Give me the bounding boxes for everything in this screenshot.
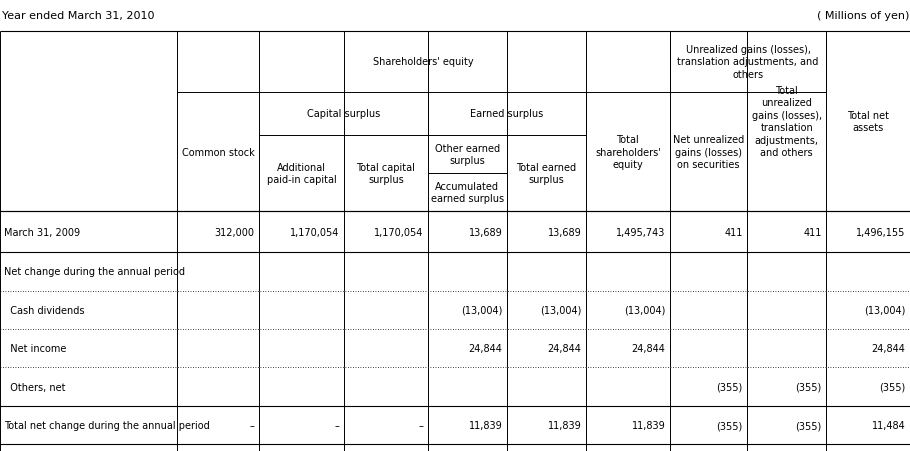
Text: 411: 411 [724, 227, 743, 237]
Text: Earned surplus: Earned surplus [470, 109, 543, 119]
Text: Additional
paid-in capital: Additional paid-in capital [267, 162, 337, 185]
Text: (355): (355) [795, 382, 822, 392]
Text: Other earned
surplus: Other earned surplus [435, 143, 500, 166]
Text: 1,495,743: 1,495,743 [616, 227, 665, 237]
Text: –: – [335, 420, 339, 430]
Text: Others, net: Others, net [4, 382, 66, 392]
Text: 24,844: 24,844 [469, 343, 502, 354]
Text: Cash dividends: Cash dividends [4, 305, 84, 315]
Text: (355): (355) [716, 382, 743, 392]
Text: 1,170,054: 1,170,054 [374, 227, 423, 237]
Text: –: – [419, 420, 423, 430]
Text: 24,844: 24,844 [632, 343, 665, 354]
Text: 13,689: 13,689 [548, 227, 581, 237]
Text: Net change during the annual period: Net change during the annual period [4, 267, 185, 277]
Text: Capital surplus: Capital surplus [307, 109, 380, 119]
Text: Shareholders' equity: Shareholders' equity [373, 57, 474, 67]
Text: Unrealized gains (losses),
translation adjustments, and
others: Unrealized gains (losses), translation a… [677, 45, 819, 79]
Text: 11,839: 11,839 [469, 420, 502, 430]
Text: (355): (355) [795, 420, 822, 430]
Text: 24,844: 24,844 [548, 343, 581, 354]
Text: Net income: Net income [4, 343, 66, 354]
Text: 13,689: 13,689 [469, 227, 502, 237]
Text: (13,004): (13,004) [864, 305, 905, 315]
Text: (355): (355) [879, 382, 905, 392]
Text: 312,000: 312,000 [215, 227, 255, 237]
Text: Total
unrealized
gains (losses),
translation
adjustments,
and others: Total unrealized gains (losses), transla… [752, 86, 822, 158]
Text: 24,844: 24,844 [872, 343, 905, 354]
Text: (13,004): (13,004) [461, 305, 502, 315]
Text: Total net change during the annual period: Total net change during the annual perio… [4, 420, 209, 430]
Text: 1,496,155: 1,496,155 [856, 227, 905, 237]
Text: (13,004): (13,004) [541, 305, 581, 315]
Text: –: – [250, 420, 255, 430]
Text: 411: 411 [804, 227, 822, 237]
Text: Net unrealized
gains (losses)
on securities: Net unrealized gains (losses) on securit… [672, 135, 744, 170]
Text: 1,170,054: 1,170,054 [290, 227, 339, 237]
Text: (13,004): (13,004) [624, 305, 665, 315]
Text: 11,839: 11,839 [632, 420, 665, 430]
Text: Year ended March 31, 2010: Year ended March 31, 2010 [2, 11, 155, 21]
Text: (355): (355) [716, 420, 743, 430]
Text: 11,484: 11,484 [872, 420, 905, 430]
Text: Total net
assets: Total net assets [847, 110, 889, 133]
Text: Total earned
surplus: Total earned surplus [516, 162, 577, 185]
Text: Common stock: Common stock [182, 147, 255, 157]
Text: Total capital
surplus: Total capital surplus [357, 162, 415, 185]
Text: 11,839: 11,839 [548, 420, 581, 430]
Text: Accumulated
earned surplus: Accumulated earned surplus [430, 182, 504, 204]
Text: Total
shareholders'
equity: Total shareholders' equity [595, 135, 661, 170]
Text: ( Millions of yen): ( Millions of yen) [816, 11, 909, 21]
Text: March 31, 2009: March 31, 2009 [4, 227, 80, 237]
